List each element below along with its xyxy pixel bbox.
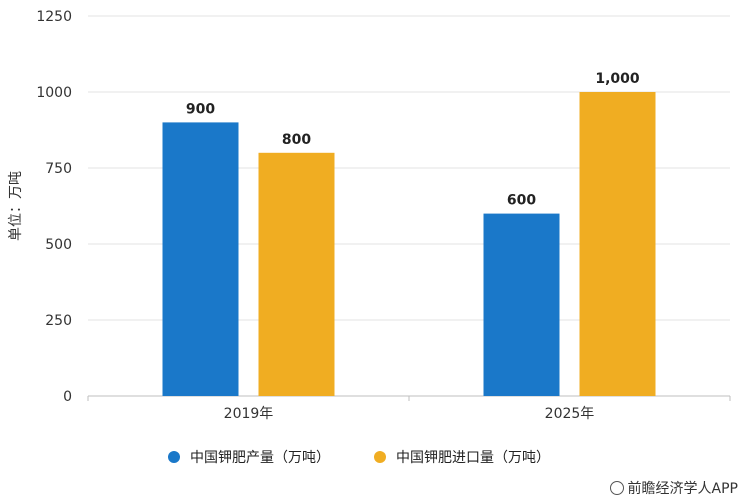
legend-swatch-production — [168, 451, 180, 463]
legend-label-import: 中国钾肥进口量（万吨） — [396, 450, 550, 466]
data-label-production-0: 900 — [186, 101, 215, 117]
data-label-import-1: 1,000 — [595, 71, 640, 87]
legend-item-import: 中国钾肥进口量（万吨） — [374, 447, 550, 467]
data-label-production-1: 600 — [507, 193, 536, 209]
x-tick-label-1: 2025年 — [545, 406, 595, 422]
bar-import-1 — [579, 92, 656, 396]
legend-swatch-import — [374, 451, 386, 463]
legend-item-production: 中国钾肥产量（万吨） — [168, 447, 330, 467]
x-tick-label-0: 2019年 — [224, 406, 274, 422]
legend: 中国钾肥产量（万吨） 中国钾肥进口量（万吨） — [168, 447, 550, 467]
bar-import-0 — [258, 152, 335, 396]
y-tick-label-0: 0 — [63, 389, 72, 405]
y-axis-title: 单位：万吨 — [8, 171, 24, 241]
bar-production-1 — [483, 213, 560, 396]
chart-svg: 0 250 500 750 1000 1250 单位：万吨 900 800 2019年 600 1,0… — [8, 9, 731, 422]
watermark-text: 前瞻经济学人APP — [627, 481, 738, 497]
bar-production-0 — [162, 122, 239, 397]
y-tick-label-750: 750 — [45, 161, 72, 177]
watermark-logo-icon — [609, 481, 624, 495]
y-tick-label-250: 250 — [45, 313, 72, 329]
y-tick-label-500: 500 — [45, 237, 72, 253]
y-tick-label-1000: 1000 — [36, 85, 72, 101]
data-label-import-0: 800 — [282, 132, 311, 148]
y-tick-label-1250: 1250 — [36, 9, 72, 25]
watermark: 前瞻经济学人APP — [609, 478, 738, 498]
legend-label-production: 中国钾肥产量（万吨） — [190, 450, 330, 466]
